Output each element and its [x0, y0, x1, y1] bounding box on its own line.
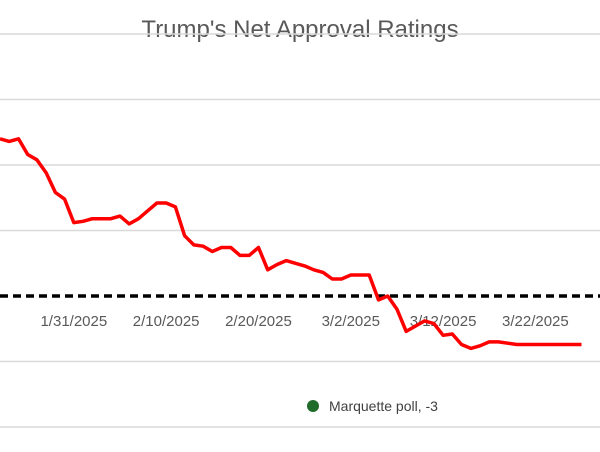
x-axis-tick-labels: 1/31/2025 2/10/2025 2/20/2025 3/2/2025 3/12/…: [40, 313, 568, 330]
x-tick-label: 2/20/2025: [225, 313, 292, 330]
legend-label: Marquette poll, -3: [329, 398, 438, 414]
series-line: [0, 137, 582, 351]
x-tick-label: 3/2/2025: [322, 313, 380, 330]
x-tick-label: 3/12/2025: [410, 313, 477, 330]
legend-marker-icon: [307, 400, 319, 412]
series-lines: [0, 137, 582, 351]
x-tick-label: 2/10/2025: [133, 313, 200, 330]
x-tick-label: 3/22/2025: [502, 313, 569, 330]
chart-title: Trump's Net Approval Ratings: [141, 16, 459, 43]
gridlines: [0, 33, 600, 428]
x-tick-label: 1/31/2025: [40, 313, 107, 330]
legend: Marquette poll, -3: [307, 398, 438, 414]
